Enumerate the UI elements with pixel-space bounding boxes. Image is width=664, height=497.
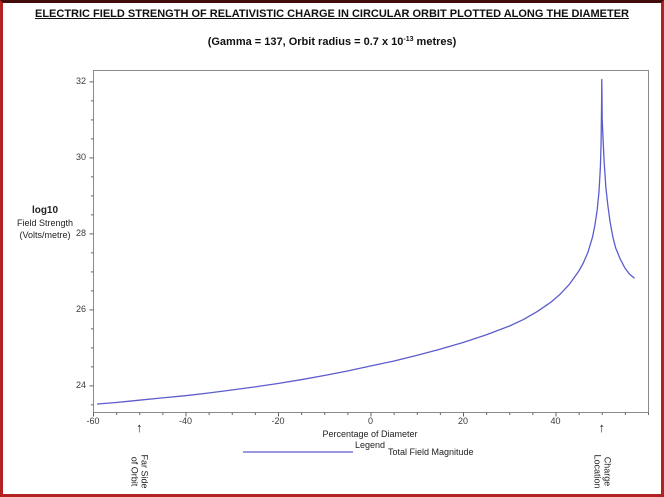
chart-subtitle: (Gamma = 137, Orbit radius = 0.7 x 10-13… — [3, 36, 661, 48]
field-magnitude-curve — [96, 78, 635, 405]
far-side-label-line1: Far Side — [139, 454, 150, 489]
x-tick-label: 20 — [457, 416, 468, 426]
subtitle-text: (Gamma = 137, Orbit radius = 0.7 x 10 — [207, 36, 404, 48]
plot-area — [89, 70, 649, 453]
x-tick-label: -20 — [271, 416, 285, 426]
x-tick-label: 0 — [367, 416, 373, 426]
y-tick-label: 24 — [75, 380, 86, 391]
x-tick-label: -60 — [86, 416, 100, 426]
charge-location-label: Charge Location — [592, 446, 613, 495]
y-tick-label: 28 — [75, 228, 86, 239]
x-tick-label: -40 — [178, 416, 192, 426]
legend-entry-label: Total Field Magnitude — [388, 447, 474, 457]
chart-title: ELECTRIC FIELD STRENGTH OF RELATIVISTIC … — [35, 8, 629, 20]
charge-location-label-line2: Location — [592, 454, 603, 489]
y-axis-label: log10 Field Strength (Volts/metre) — [8, 205, 82, 241]
far-side-label: Far Side of Orbit — [130, 446, 150, 495]
y-tick-label: 30 — [75, 152, 86, 163]
far-side-label-line2: of Orbit — [130, 456, 141, 487]
plot-frame — [93, 70, 649, 413]
charge-location-arrow-icon: ↑ — [598, 420, 606, 435]
subtitle-units: metres) — [413, 36, 457, 48]
y-axis-label-line2: Field Strength — [16, 218, 74, 228]
x-tick-label: 40 — [550, 416, 561, 426]
x-axis-title: Percentage of Diameter — [322, 429, 418, 439]
y-axis-label-line3: (Volts/metre) — [19, 230, 71, 240]
far-side-arrow-icon: ↑ — [136, 420, 143, 435]
y-tick-label: 32 — [75, 76, 86, 87]
y-tick-label: 26 — [75, 304, 86, 315]
legend-title: Legend — [354, 440, 386, 450]
charge-location-label-line1: Charge — [602, 456, 613, 487]
subtitle-exponent: -13 — [403, 36, 414, 43]
y-axis-label-line1: log10 — [31, 205, 59, 216]
